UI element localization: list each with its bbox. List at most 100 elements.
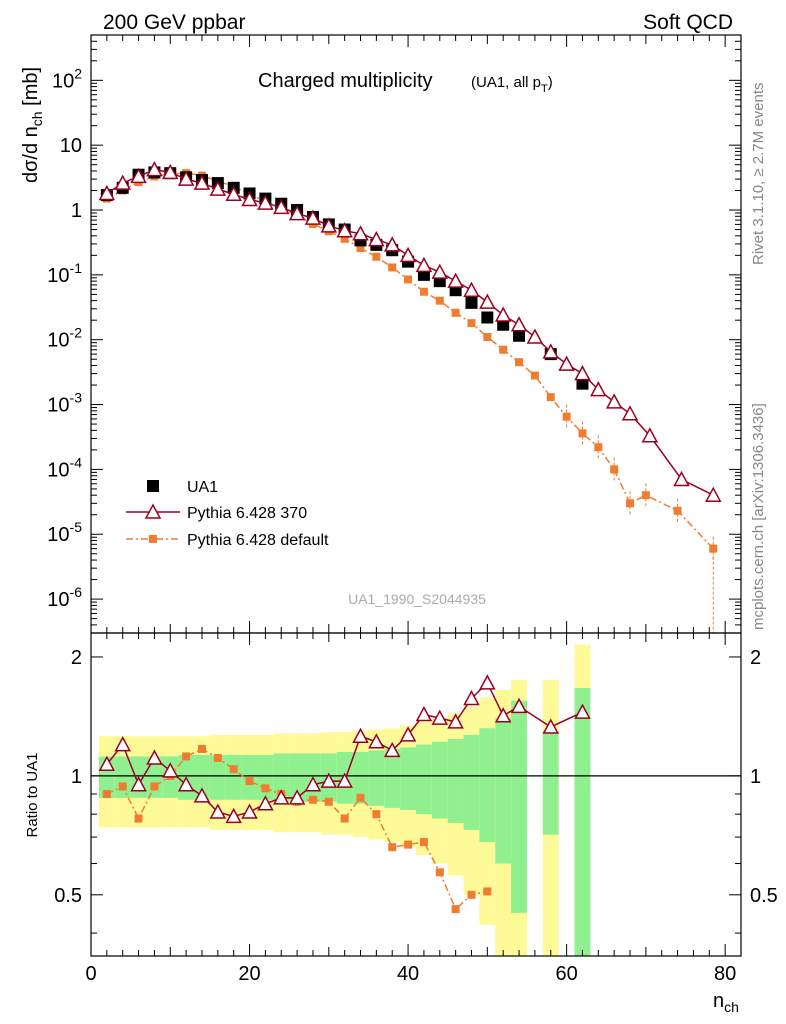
main-y-tick-label: 10-6 (47, 584, 82, 611)
ratio-inner-band (431, 741, 448, 819)
ratio-pythia-370-point (272, 789, 290, 805)
ratio-inner-band (352, 751, 369, 804)
ratio-pythia-370-point (209, 803, 227, 819)
ratio-inner-band (273, 753, 290, 802)
ratio-pythia-370-point (494, 707, 512, 723)
pythia-370-point (605, 393, 623, 409)
pythia-370-point (368, 231, 385, 247)
pythia-370-point (447, 272, 464, 288)
ratio-pythia-default-point (261, 784, 270, 793)
pythia-370-point (288, 205, 306, 221)
ratio-inner-band (225, 754, 242, 800)
main-y-tick-label: 10-4 (47, 454, 82, 481)
ratio-y-tick-label-right: 1 (750, 766, 761, 788)
source-label: mcplots.cern.ch [arXiv:1306.3436] (750, 403, 767, 630)
pythia-default-point (610, 465, 619, 474)
pythia-370-point (209, 180, 227, 196)
ratio-pythia-default-point (404, 840, 413, 849)
ratio-pythia-default-point (213, 753, 222, 762)
ratio-pythia-370-point (130, 776, 147, 792)
ratio-pythia-370-point (574, 703, 591, 719)
main-y-tick-label: 10-1 (47, 260, 82, 287)
ratio-pythia-default-point (150, 782, 159, 791)
ratio-pythia-default-point (102, 789, 111, 798)
pythia-default-point (467, 319, 476, 328)
pythia-default-point (499, 345, 508, 354)
ratio-pythia-370-point (225, 807, 242, 824)
ratio-pythia-370-point (304, 776, 322, 792)
ratio-pythia-default-point (324, 797, 333, 806)
ratio-pythia-370-point (542, 718, 560, 734)
ratio-inner-band (400, 747, 416, 810)
legend-pdef-marker (149, 535, 157, 543)
pythia-370-point (130, 167, 147, 184)
ratio-inner-band (479, 728, 496, 843)
ratio-inner-band (542, 730, 559, 835)
main-y-tick-label: 10 (60, 135, 82, 157)
pythia-370-point (257, 194, 274, 210)
pythia-default-point (451, 308, 460, 317)
ratio-x-tick-label: 40 (397, 963, 419, 985)
pythia-370-point (352, 225, 369, 241)
pythia-370-point (98, 184, 116, 201)
legend: UA1 Pythia 6.428 370 Pythia 6.428 defaul… (126, 479, 329, 549)
ratio-pythia-370-point (146, 749, 163, 765)
ratio-pythia-370-point (257, 795, 274, 811)
ratio-inner-band (289, 753, 306, 802)
pythia-default-point (419, 287, 428, 296)
ratio-pythia-370-point (399, 726, 417, 742)
ratio-pythia-default-point (467, 890, 476, 899)
ratio-pythia-370-point (320, 772, 338, 788)
legend-p370-label: Pythia 6.428 370 (187, 505, 307, 522)
ratio-x-tick-label: 0 (85, 963, 96, 985)
main-y-tick-label: 102 (52, 65, 82, 92)
ratio-pythia-370-point (415, 705, 433, 722)
ratio-inner-band (194, 754, 210, 800)
ratio-pythia-370-point (368, 733, 385, 749)
ratio-pythia-default-point (197, 744, 206, 753)
pythia-370-line (106, 168, 714, 496)
ratio-y-axis-label: Ratio to UA1 (24, 752, 41, 837)
ratio-inner-band (511, 700, 527, 913)
pythia-370-point (146, 161, 163, 177)
category-label: Soft QCD (643, 11, 733, 34)
ratio-inner-band (209, 754, 226, 800)
pythia-default-point (562, 412, 571, 421)
ratio-pythia-default-point (356, 793, 365, 802)
ratio-pythia-default-point (388, 843, 397, 852)
ratio-pythia-370-point (510, 697, 528, 714)
pythia-370-point (193, 174, 211, 190)
pythia-370-point (431, 263, 449, 279)
ratio-y-tick-label: 2 (71, 647, 82, 669)
pythia-370-point (114, 174, 131, 190)
x-axis-label: nch (713, 990, 739, 1015)
pythia-370-point (673, 470, 690, 487)
ratio-pythia-default-point (134, 814, 143, 823)
ratio-y-tick-label: 0.5 (54, 885, 82, 907)
ratio-pythia-370-point (98, 755, 116, 772)
ratio-pythia-370-point (114, 736, 131, 752)
legend-pdef-label: Pythia 6.428 default (187, 532, 329, 549)
main-y-tick-label: 10-5 (47, 519, 82, 546)
pythia-370-point (162, 163, 179, 180)
main-y-tick-label: 1 (71, 200, 82, 222)
legend-ua1-label: UA1 (187, 479, 218, 496)
ratio-pythia-default-point (245, 777, 254, 786)
ratio-pythia-default-point (229, 765, 238, 774)
pythia-default-point (641, 491, 650, 500)
ratio-x-tick-label: 60 (555, 963, 577, 985)
pythia-370-point (399, 246, 417, 263)
ratio-pythia-370-point (352, 727, 369, 743)
pythia-370-point (336, 222, 353, 238)
energy-label: 200 GeV ppbar (103, 11, 245, 34)
pythia-370-point (705, 486, 722, 502)
pythia-370-point (558, 355, 575, 371)
ratio-inner-band (257, 754, 274, 800)
ua1-point (576, 377, 589, 390)
ratio-pythia-default-point (483, 887, 492, 896)
pythia-370-point (590, 381, 607, 397)
ratio-pythia-370-point (336, 772, 353, 788)
ratio-pythia-370-point (447, 713, 464, 729)
ratio-pythia-370-point (177, 776, 195, 792)
